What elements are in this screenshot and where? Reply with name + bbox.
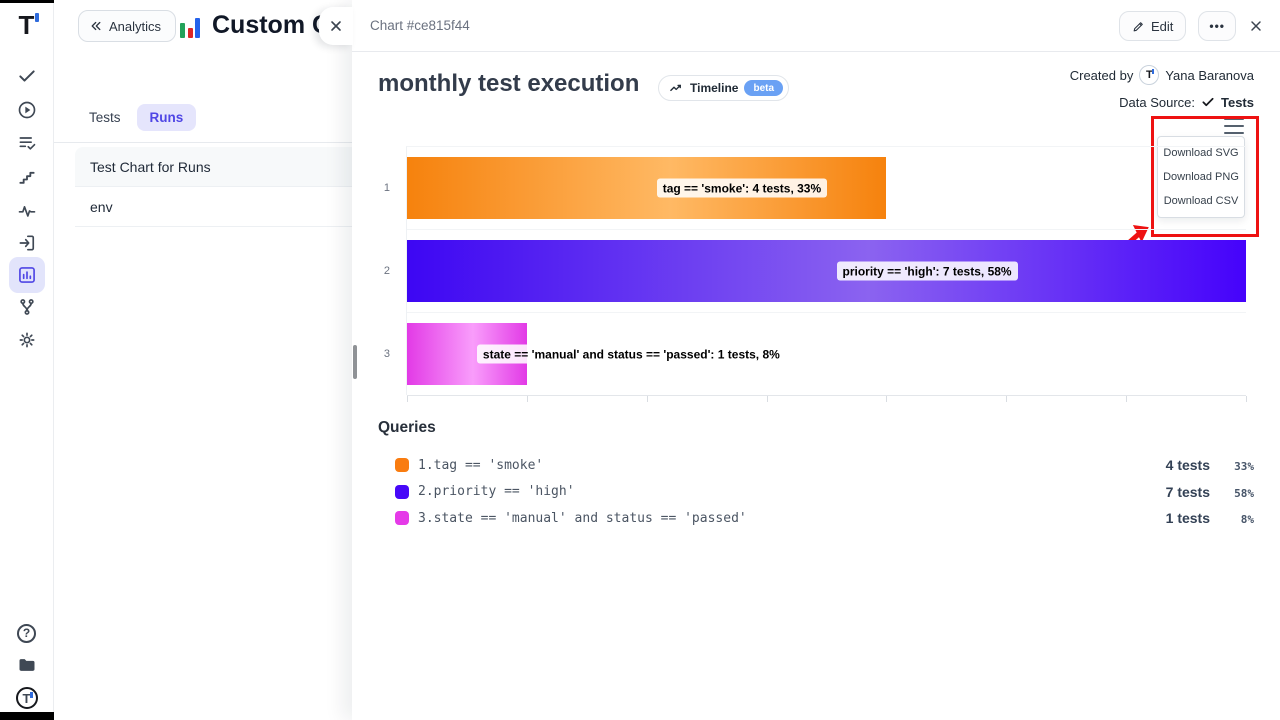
settings-gear-icon[interactable] <box>15 328 39 352</box>
queries-list: 1. tag == 'smoke' 4 tests 33% 2. priorit… <box>378 452 1254 532</box>
creator-avatar: T <box>1139 65 1160 85</box>
branch-icon[interactable] <box>15 295 39 319</box>
double-chevron-left-icon <box>91 21 101 31</box>
docs-folder-icon[interactable] <box>15 653 39 677</box>
query-tests-count: 7 tests <box>1165 483 1210 500</box>
tabs: Tests Runs <box>87 104 197 131</box>
bar-data-label: state == 'manual' and status == 'passed'… <box>476 344 786 364</box>
icon-rail: T ? T <box>0 0 54 720</box>
app-logo[interactable]: T <box>15 12 40 38</box>
edit-button-label: Edit <box>1150 18 1174 34</box>
query-color-swatch <box>395 484 409 499</box>
account-logo-icon[interactable]: T <box>15 686 39 710</box>
test-plans-icon[interactable] <box>15 131 39 155</box>
close-icon <box>331 21 341 31</box>
panel-header: Chart #ce815f44 Edit ••• <box>352 0 1280 52</box>
bar-data-label: priority == 'high': 7 tests, 58% <box>836 261 1018 281</box>
back-button-label: Analytics <box>109 18 162 34</box>
menu-item-download-svg[interactable]: Download SVG <box>1163 147 1239 159</box>
tests-icon[interactable] <box>15 64 39 88</box>
import-icon[interactable] <box>15 231 39 255</box>
timeline-toggle-button[interactable]: Timeline beta <box>658 75 790 101</box>
side-panel: Analytics Custom Ch Tests Runs Test Char… <box>54 0 354 720</box>
creator-name: Yana Baranova <box>1165 67 1254 83</box>
query-row: 3. state == 'manual' and status == 'pass… <box>378 505 1254 532</box>
chart-menu-hamburger-icon[interactable] <box>1224 118 1244 134</box>
query-tests-count: 4 tests <box>1165 457 1210 474</box>
menu-item-download-csv[interactable]: Download CSV <box>1163 195 1239 207</box>
data-source-label: Data Source: <box>1119 94 1195 110</box>
bar-data-label: tag == 'smoke': 4 tests, 33% <box>656 178 828 198</box>
query-expression: priority == 'high' <box>433 484 575 500</box>
bar-query-2[interactable]: priority == 'high': 7 tests, 58% <box>407 240 1246 302</box>
category-label: 3 <box>383 348 390 360</box>
query-expression: tag == 'smoke' <box>433 457 544 473</box>
runs-icon[interactable] <box>15 98 39 122</box>
tab-runs[interactable]: Runs <box>136 104 197 131</box>
chart-list: Test Chart for Runs env <box>75 147 354 227</box>
pencil-icon <box>1133 21 1143 31</box>
query-row: 2. priority == 'high' 7 tests 58% <box>378 479 1254 506</box>
back-to-analytics-button[interactable]: Analytics <box>78 10 177 42</box>
query-color-swatch <box>395 511 409 526</box>
created-by-label: Created by <box>1069 67 1134 83</box>
query-index: 2. <box>418 484 434 500</box>
close-panel-icon[interactable] <box>1248 18 1264 34</box>
window-edge-bottom <box>0 712 54 720</box>
activity-icon[interactable] <box>15 199 39 223</box>
panel-title-row: Custom Ch <box>180 11 328 40</box>
download-menu: Download SVG Download PNG Download CSV <box>1157 136 1245 218</box>
tab-tests[interactable]: Tests <box>89 110 121 125</box>
category-label: 1 <box>383 182 390 194</box>
category-label: 2 <box>383 265 390 277</box>
analytics-icon-active[interactable] <box>8 257 45 293</box>
list-item[interactable]: Test Chart for Runs <box>75 147 354 187</box>
check-icon <box>1202 97 1214 107</box>
bar-chart-plot: 1 tag == 'smoke': 4 tests, 33% 2 priorit… <box>384 146 1247 402</box>
query-expression: state == 'manual' and status == 'passed' <box>433 510 747 526</box>
query-row: 1. tag == 'smoke' 4 tests 33% <box>378 452 1254 479</box>
more-options-button[interactable]: ••• <box>1198 11 1236 41</box>
query-index: 1. <box>418 457 434 473</box>
query-color-swatch <box>395 458 409 473</box>
queries-heading: Queries <box>378 419 436 436</box>
window-edge-top <box>0 0 54 3</box>
chart-colored-icon <box>180 14 204 38</box>
query-percent: 8% <box>1240 513 1254 527</box>
query-percent: 58% <box>1234 486 1254 500</box>
chart-meta: Created by T Yana Baranova Data Source: … <box>1070 65 1254 119</box>
query-percent: 33% <box>1234 460 1254 474</box>
x-axis-ticks <box>407 396 1247 403</box>
help-icon[interactable]: ? <box>15 621 39 645</box>
divider <box>54 142 354 143</box>
beta-badge: beta <box>744 80 784 96</box>
scrollbar-thumb[interactable] <box>353 345 357 379</box>
chart-title: monthly test execution <box>378 70 640 97</box>
query-index: 3. <box>418 510 434 526</box>
edit-button[interactable]: Edit <box>1118 11 1187 41</box>
query-tests-count: 1 tests <box>1165 510 1210 527</box>
data-source-value: Tests <box>1221 94 1254 110</box>
panel-close-tab[interactable] <box>319 7 353 45</box>
steps-icon[interactable] <box>15 165 39 189</box>
panel-header-title: Chart #ce815f44 <box>370 18 470 33</box>
timeline-label: Timeline <box>690 81 739 95</box>
chart-row: 1 tag == 'smoke': 4 tests, 33% <box>384 147 1246 230</box>
menu-item-download-png[interactable]: Download PNG <box>1163 171 1239 183</box>
header-actions: Edit ••• <box>1118 11 1264 41</box>
panel-title: Custom Ch <box>212 11 328 39</box>
list-item[interactable]: env <box>75 187 354 227</box>
bar-query-1[interactable]: tag == 'smoke': 4 tests, 33% <box>407 157 887 219</box>
trend-line-icon <box>670 84 681 91</box>
chart-row: 3 state == 'manual' and status == 'passe… <box>384 313 1246 396</box>
bar-query-3[interactable]: state == 'manual' and status == 'passed'… <box>407 323 786 385</box>
chart-detail-panel: Chart #ce815f44 Edit ••• monthly test ex… <box>319 0 1280 720</box>
chart-row: 2 priority == 'high': 7 tests, 58% <box>384 230 1246 313</box>
